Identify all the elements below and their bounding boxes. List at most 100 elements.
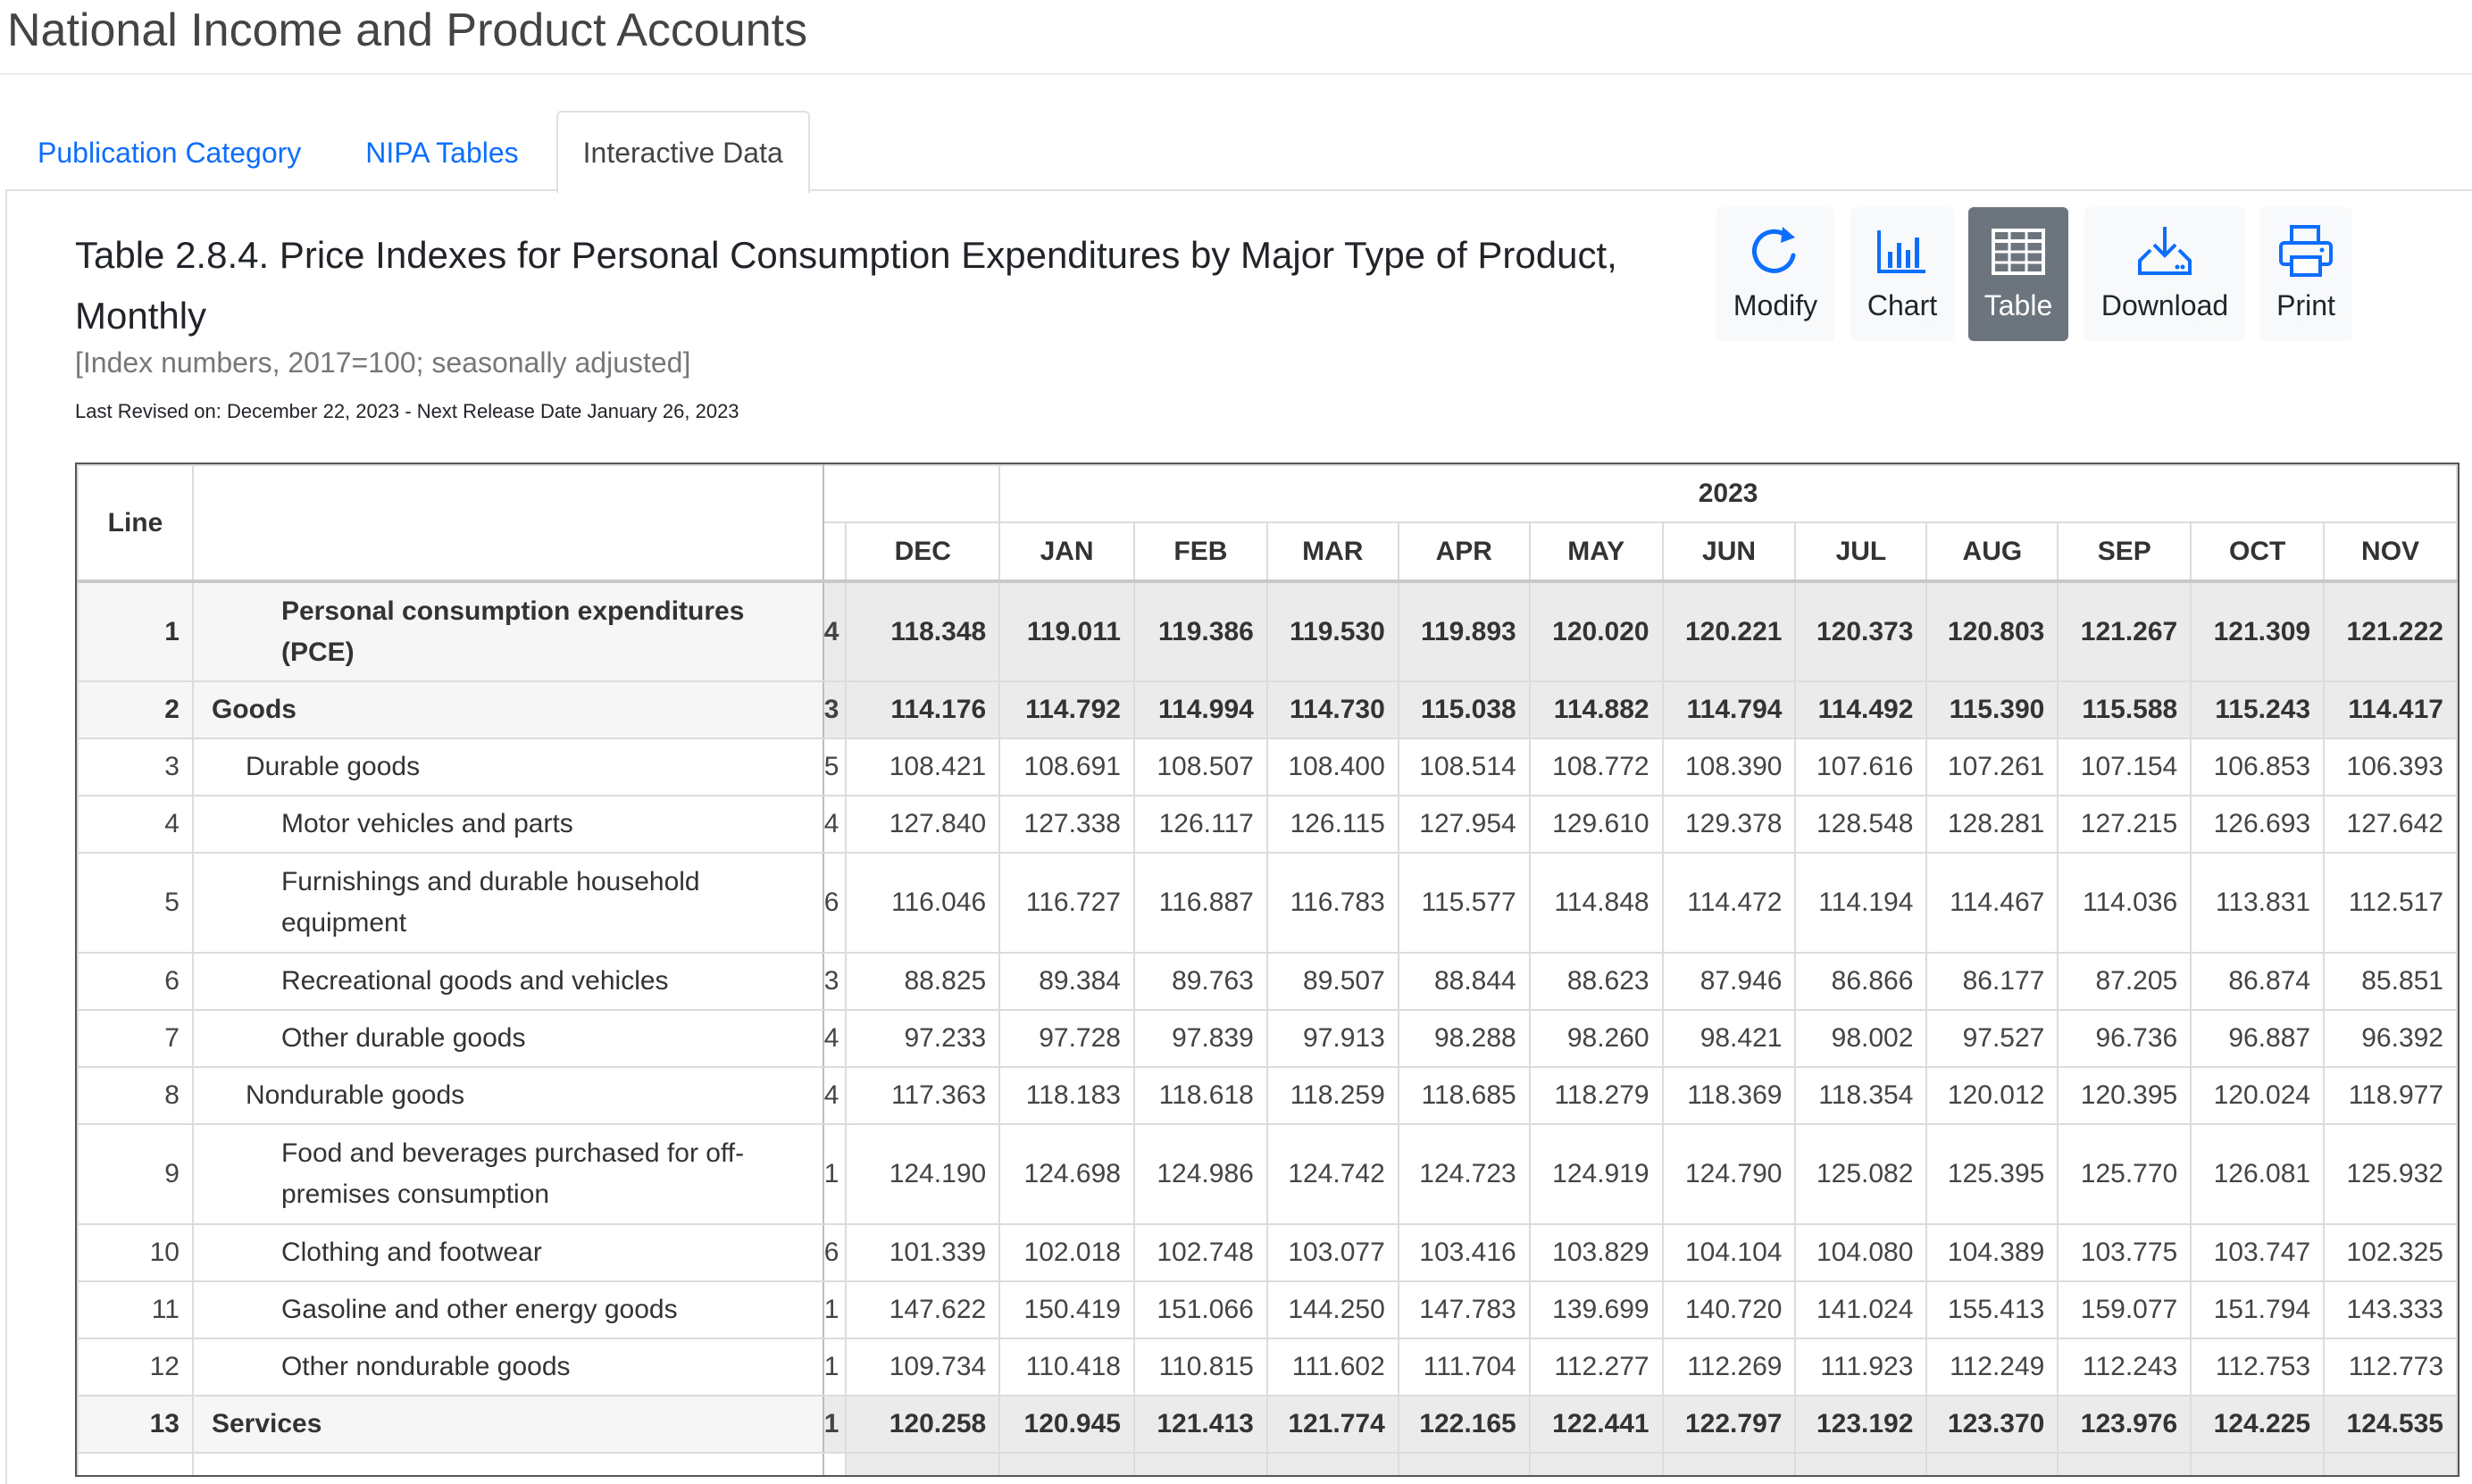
- value-cell: 127.954: [1397, 795, 1531, 854]
- value-cell: 86.874: [2190, 952, 2326, 1011]
- value-cell: 126.081: [2190, 1123, 2326, 1225]
- month-header-5[interactable]: MAY: [1528, 521, 1664, 582]
- value-cell: 118.618: [1132, 1066, 1268, 1125]
- value-cell: 119.530: [1265, 579, 1399, 682]
- clipped-value-cell: 6: [822, 852, 848, 954]
- value-cell: 96.392: [2323, 1009, 2458, 1068]
- value-cell: 88.623: [1528, 952, 1664, 1011]
- value-cell: 121.413: [1132, 1395, 1268, 1454]
- value-cell: 115.038: [1397, 680, 1531, 739]
- month-header-8[interactable]: AUG: [1925, 521, 2059, 582]
- clipped-value-cell: [822, 1452, 848, 1475]
- month-header-2[interactable]: FEB: [1132, 521, 1268, 582]
- value-cell: 116.783: [1265, 852, 1399, 954]
- value-cell: 147.783: [1397, 1280, 1531, 1339]
- modify-button[interactable]: Modify: [1716, 207, 1834, 341]
- table-button[interactable]: Table: [1968, 207, 2068, 341]
- table-subtitle: [Index numbers, 2017=100; seasonally adj…: [75, 346, 691, 379]
- month-header-6[interactable]: JUN: [1661, 521, 1797, 582]
- value-cell: 108.390: [1661, 738, 1797, 796]
- value-cell: 125.770: [2057, 1123, 2192, 1225]
- value-cell: 88.844: [1397, 952, 1531, 1011]
- value-cell: 129.610: [1528, 795, 1664, 854]
- printer-icon: [2274, 220, 2338, 284]
- value-cell: 147.622: [845, 1280, 1001, 1339]
- value-cell: 114.492: [1794, 680, 1928, 739]
- value-cell: 150.419: [998, 1280, 1135, 1339]
- value-cell: 124.742: [1265, 1123, 1399, 1225]
- value-cell: 98.260: [1528, 1009, 1664, 1068]
- tab-interactive-data[interactable]: Interactive Data: [555, 111, 810, 193]
- bar-chart-icon: [1870, 220, 1934, 284]
- tab-nipa-tables[interactable]: NIPA Tables: [365, 137, 519, 169]
- value-cell: 115.390: [1925, 680, 2059, 739]
- chart-label: Chart: [1867, 289, 1938, 321]
- table-row: 3 Durable goods 5 108.421 108.691 108.507 108.…: [77, 738, 2458, 796]
- value-cell: 108.400: [1265, 738, 1399, 796]
- value-cell: 114.994: [1132, 680, 1268, 739]
- value-cell: 107.154: [2057, 738, 2192, 796]
- line-column-header[interactable]: Line: [77, 464, 194, 582]
- value-cell: 124.535: [2323, 1395, 2458, 1454]
- revision-info: Last Revised on: December 22, 2023 - Nex…: [75, 400, 739, 422]
- value-cell: 127.840: [845, 795, 1001, 854]
- data-table-container[interactable]: Line 2023 DEC JAN FEB MAR APR MAY JUN JUL AUG SEP…: [75, 463, 2459, 1477]
- value-cell: 114.176: [845, 680, 1001, 739]
- value-cell: 126.693: [2190, 795, 2326, 854]
- value-cell: 110.815: [1132, 1338, 1268, 1396]
- line-number: 12: [77, 1338, 194, 1396]
- table-row: 8 Nondurable goods 4 117.363 118.183 118.618 1…: [77, 1066, 2458, 1125]
- line-number: [77, 1452, 194, 1475]
- month-header-7[interactable]: JUL: [1794, 521, 1928, 582]
- value-cell: [1265, 1452, 1399, 1475]
- row-label: Motor vehicles and parts: [191, 795, 824, 854]
- nav-tabs: Publication Category NIPA Tables Interac…: [11, 111, 821, 193]
- month-header-11[interactable]: NOV: [2323, 521, 2458, 582]
- month-header-9[interactable]: SEP: [2057, 521, 2192, 582]
- download-button[interactable]: Download: [2084, 207, 2245, 341]
- value-cell: 127.642: [2323, 795, 2458, 854]
- value-cell: 115.243: [2190, 680, 2326, 739]
- value-cell: 120.258: [845, 1395, 1001, 1454]
- modify-label: Modify: [1733, 289, 1818, 321]
- chart-button[interactable]: Chart: [1850, 207, 1954, 341]
- value-cell: 89.384: [998, 952, 1135, 1011]
- line-number: 8: [77, 1066, 194, 1125]
- value-cell: 141.024: [1794, 1280, 1928, 1339]
- value-cell: 124.225: [2190, 1395, 2326, 1454]
- value-cell: 124.698: [998, 1123, 1135, 1225]
- print-button[interactable]: Print: [2259, 207, 2352, 341]
- line-number: 13: [77, 1395, 194, 1454]
- value-cell: 112.277: [1528, 1338, 1664, 1396]
- value-cell: 123.976: [2057, 1395, 2192, 1454]
- table-row: 9 Food and beverages purchased for off-pr…: [77, 1123, 2458, 1225]
- tabs-divider: [5, 189, 2472, 191]
- month-header-1[interactable]: JAN: [998, 521, 1135, 582]
- value-cell: 120.395: [2057, 1066, 2192, 1125]
- month-header-4[interactable]: APR: [1397, 521, 1531, 582]
- value-cell: [2190, 1452, 2326, 1475]
- row-label: Clothing and footwear: [191, 1223, 824, 1282]
- line-number: 10: [77, 1223, 194, 1282]
- value-cell: 89.507: [1265, 952, 1399, 1011]
- month-header-0[interactable]: DEC: [845, 521, 1001, 582]
- month-header-3[interactable]: MAR: [1265, 521, 1399, 582]
- table-row: 7 Other durable goods 4 97.233 97.728 97.839 9…: [77, 1009, 2458, 1068]
- value-cell: [845, 1452, 1001, 1475]
- download-label: Download: [2100, 289, 2229, 321]
- value-cell: 118.279: [1528, 1066, 1664, 1125]
- value-cell: 96.736: [2057, 1009, 2192, 1068]
- value-cell: 114.472: [1661, 852, 1797, 954]
- value-cell: 120.024: [2190, 1066, 2326, 1125]
- tab-publication-category[interactable]: Publication Category: [38, 137, 302, 169]
- value-cell: [1528, 1452, 1664, 1475]
- clipped-value-cell: 4: [822, 579, 848, 682]
- month-header-row: DEC JAN FEB MAR APR MAY JUN JUL AUG SEP OCT NOV: [78, 521, 2458, 582]
- value-cell: 103.416: [1397, 1223, 1531, 1282]
- table-title: Table 2.8.4. Price Indexes for Personal …: [75, 234, 1617, 337]
- value-cell: 126.115: [1265, 795, 1399, 854]
- value-cell: 128.548: [1794, 795, 1928, 854]
- table-row: 12 Other nondurable goods 1 109.734 110.418 1…: [77, 1338, 2458, 1396]
- month-header-10[interactable]: OCT: [2190, 521, 2326, 582]
- table-row: 6 Recreational goods and vehicles 3 88.825 8…: [77, 952, 2458, 1011]
